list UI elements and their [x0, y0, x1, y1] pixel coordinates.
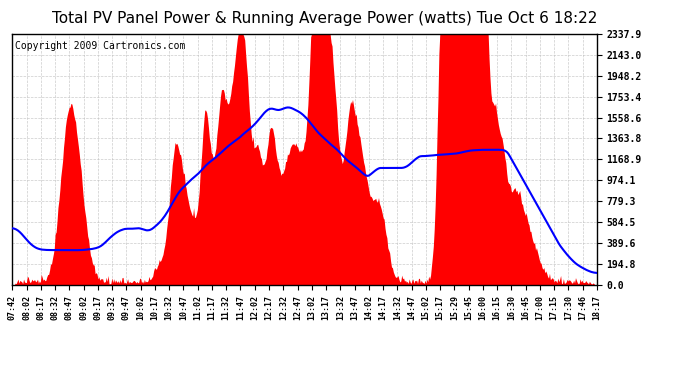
Text: Copyright 2009 Cartronics.com: Copyright 2009 Cartronics.com [15, 41, 186, 51]
Text: Total PV Panel Power & Running Average Power (watts) Tue Oct 6 18:22: Total PV Panel Power & Running Average P… [52, 11, 597, 26]
